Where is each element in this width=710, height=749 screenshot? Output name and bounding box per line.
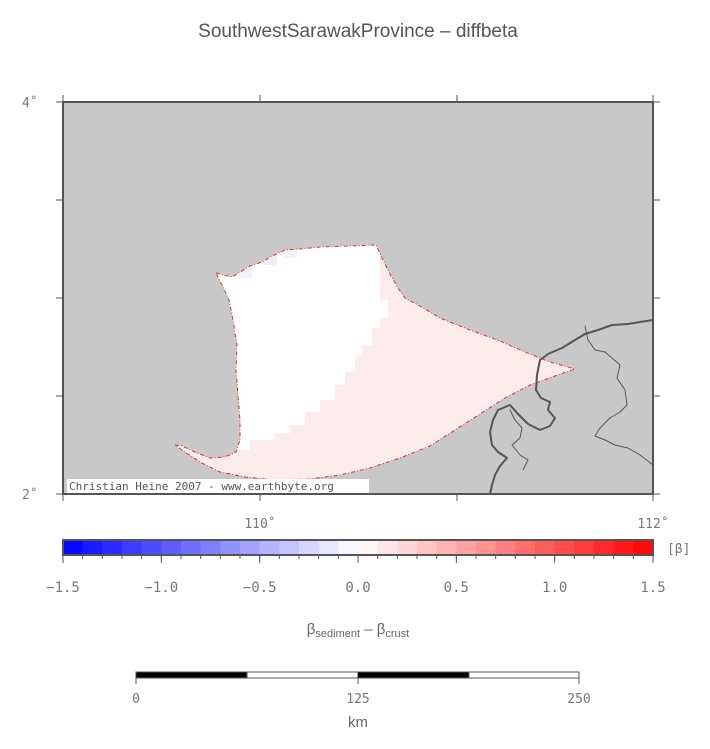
colorbar-cell bbox=[220, 540, 241, 555]
colorbar-cell bbox=[476, 540, 497, 555]
colorbar-tick-labels: −1.5 −1.0 −0.5 0.0 0.5 1.0 1.5 bbox=[46, 580, 666, 596]
colorbar-cell bbox=[299, 540, 320, 555]
scale-segment-2 bbox=[246, 671, 359, 679]
colorbar-tick-label: −0.5 bbox=[243, 580, 277, 596]
colorbar-cell bbox=[279, 540, 300, 555]
lon-label-110: 110˚ bbox=[244, 516, 275, 532]
colorbar-cell bbox=[397, 540, 418, 555]
colorbar-cell bbox=[122, 540, 143, 555]
colorbar-ticks bbox=[62, 555, 654, 563]
colorbar-cell bbox=[554, 540, 575, 555]
colorbar-cell bbox=[456, 540, 477, 555]
scale-label-0: 0 bbox=[132, 692, 140, 707]
colorbar-cell bbox=[436, 540, 457, 555]
colorbar-cell bbox=[259, 540, 280, 555]
colorbar-cell bbox=[417, 540, 438, 555]
colorbar-tick-label: −1.0 bbox=[144, 580, 178, 596]
scale-segment-1 bbox=[136, 672, 247, 678]
colorbar-cell bbox=[63, 540, 84, 555]
colorbar-tick-label: 1.5 bbox=[640, 580, 665, 596]
colorbar-cell bbox=[318, 540, 339, 555]
colorbar-cell bbox=[161, 540, 182, 555]
colorbar-cell bbox=[515, 540, 536, 555]
colorbar-cell bbox=[141, 540, 162, 555]
colorbar-cell bbox=[535, 540, 556, 555]
credit-box bbox=[67, 479, 369, 493]
colorbar-cell bbox=[633, 540, 654, 555]
colorbar-cell bbox=[181, 540, 202, 555]
figure-title: SouthwestSarawakProvince – diffbeta bbox=[198, 21, 518, 42]
scale-label-250: 250 bbox=[567, 692, 590, 707]
lon-label-112: 112˚ bbox=[637, 516, 668, 532]
colorbar-cell bbox=[495, 540, 516, 555]
scale-segment-4 bbox=[468, 671, 580, 679]
colorbar-cell bbox=[594, 540, 615, 555]
colorbar-cell bbox=[82, 540, 103, 555]
colorbar-cell bbox=[358, 540, 379, 555]
colorbar-cell bbox=[377, 540, 398, 555]
scale-bar: 0 125 250 km bbox=[132, 671, 591, 731]
lat-label-4: 4˚ bbox=[22, 95, 38, 111]
colorbar-axis-label: βsediment – βcrust bbox=[307, 621, 409, 640]
credit-text: Christian Heine 2007 - www.earthbyte.org bbox=[69, 480, 334, 493]
colorbar-cell bbox=[102, 540, 123, 555]
colorbar-cell bbox=[338, 540, 359, 555]
colorbar-cell bbox=[613, 540, 634, 555]
colorbar: −1.5 −1.0 −0.5 0.0 0.5 1.0 1.5 [β] βsediment –… bbox=[46, 539, 690, 640]
region-outline bbox=[174, 244, 577, 481]
lat-label-2: 2˚ bbox=[22, 487, 38, 503]
scale-unit: km bbox=[348, 714, 368, 731]
colorbar-cells bbox=[63, 540, 654, 555]
map-panel: Christian Heine 2007 - www.earthbyte.org bbox=[22, 95, 669, 532]
colorbar-tick-label: 1.0 bbox=[542, 580, 567, 596]
colorbar-unit: [β] bbox=[667, 542, 690, 557]
colorbar-tick-label: 0.0 bbox=[345, 580, 370, 596]
scale-ticks bbox=[135, 678, 580, 684]
colorbar-cell bbox=[200, 540, 221, 555]
colorbar-cell bbox=[240, 540, 261, 555]
scale-segment-3 bbox=[358, 672, 469, 678]
scale-label-125: 125 bbox=[346, 692, 369, 707]
colorbar-cell bbox=[574, 540, 595, 555]
colorbar-tick-label: 0.5 bbox=[444, 580, 469, 596]
colorbar-tick-label: −1.5 bbox=[46, 580, 80, 596]
frame-ticks bbox=[56, 95, 660, 501]
